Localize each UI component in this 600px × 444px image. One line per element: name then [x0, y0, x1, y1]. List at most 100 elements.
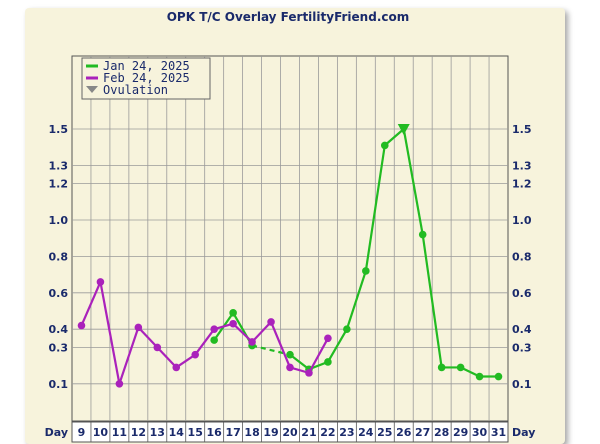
x-tick-label: 29 — [453, 426, 468, 439]
series-line-segment — [194, 328, 216, 356]
series-line-segment — [232, 322, 253, 343]
x-tick-label: 14 — [169, 426, 185, 439]
x-tick-label: 12 — [131, 426, 146, 439]
day-label-left: Day — [45, 426, 68, 439]
x-tick-label: 26 — [396, 426, 412, 439]
chart-title: OPK T/C Overlay FertilityFriend.com — [167, 10, 410, 24]
grid-lines — [72, 56, 508, 421]
series-line-segment — [270, 321, 292, 368]
legend-box — [81, 57, 211, 100]
data-point — [210, 336, 218, 344]
data-point — [172, 363, 181, 372]
chart-panel: OPK T/C Overlay FertilityFriend.com 0.1 0… — [25, 8, 565, 444]
data-point — [305, 369, 313, 377]
opk-chart: OPK T/C Overlay FertilityFriend.com 0.1 0… — [45, 10, 535, 443]
series-line-segment — [326, 328, 348, 363]
y-tick-label-left: 0.3 — [49, 341, 69, 354]
series-line-segment — [345, 270, 367, 330]
series-line-segment — [421, 234, 443, 368]
series-line-segment — [364, 145, 386, 272]
y-tick-label-left: 1.0 — [49, 214, 69, 227]
y-tick-label-left: 0.6 — [49, 287, 69, 300]
x-tick-label: 21 — [301, 426, 316, 439]
series-line-segment — [251, 321, 272, 343]
data-point — [456, 363, 465, 372]
legend-ovulation-icon — [86, 86, 98, 93]
x-tick-label: 9 — [78, 426, 86, 439]
series-line-segment — [289, 353, 310, 371]
series-line-segment — [137, 326, 159, 349]
y-axis-right: 0.1 0.3 0.4 0.6 0.8 1.0 1.2 1.3 1.5 — [512, 123, 532, 391]
x-tick-label: 10 — [93, 426, 109, 439]
x-tick-label: 11 — [112, 426, 127, 439]
series-line-segment — [80, 281, 102, 326]
data-point — [134, 323, 143, 332]
series-line-segment — [175, 353, 196, 369]
data-point — [153, 343, 162, 352]
x-tick-label: 23 — [339, 426, 354, 439]
legend-entry: Jan 24, 2025 — [103, 59, 190, 73]
x-tick-label: 27 — [415, 426, 430, 439]
series-line-segment — [402, 128, 424, 235]
y-tick-label-left: 0.1 — [49, 378, 69, 391]
x-tick-label: 28 — [434, 426, 449, 439]
y-tick-label-right: 1.3 — [512, 159, 532, 172]
x-tick-label: 16 — [207, 426, 223, 439]
y-tick-label-right: 0.6 — [512, 287, 532, 300]
data-point — [286, 363, 294, 372]
data-point — [229, 309, 237, 317]
data-point — [475, 372, 484, 381]
data-point — [286, 350, 294, 359]
data-point — [191, 350, 200, 359]
data-point — [494, 372, 503, 381]
y-tick-label-left: 0.4 — [49, 323, 69, 336]
x-tick-label: 30 — [472, 426, 488, 439]
day-label-right: Day — [512, 426, 535, 439]
x-tick-label: 17 — [225, 426, 240, 439]
x-tick-label: 25 — [377, 426, 392, 439]
series-line-segment — [99, 281, 121, 385]
y-tick-label-left: 0.8 — [49, 250, 69, 263]
y-tick-label-right: 1.5 — [512, 123, 532, 136]
series-line-segment — [118, 327, 140, 385]
data-point — [115, 380, 124, 388]
day-row-box — [71, 421, 509, 443]
x-tick-label: 20 — [282, 426, 298, 439]
data-point — [324, 358, 332, 366]
x-tick-label: 24 — [358, 426, 374, 439]
y-tick-label-right: 0.4 — [512, 323, 532, 336]
data-point — [418, 230, 427, 239]
data-point — [324, 334, 332, 343]
series-layer — [77, 124, 503, 388]
series-line-segment — [251, 344, 291, 356]
data-point — [77, 321, 86, 330]
plot-frame — [71, 55, 509, 422]
x-tick-label: 22 — [320, 426, 335, 439]
x-tick-label: 18 — [244, 426, 259, 439]
data-point — [380, 141, 389, 150]
series-group — [77, 278, 332, 388]
data-point — [96, 278, 105, 286]
x-tick-label: 15 — [188, 426, 203, 439]
x-tick-label: 31 — [491, 426, 506, 439]
x-tick-label: 19 — [263, 426, 278, 439]
data-point — [362, 267, 370, 275]
data-point — [210, 325, 218, 334]
y-tick-label-right: 0.3 — [512, 341, 532, 354]
y-tick-label-left: 1.3 — [49, 159, 69, 172]
data-point — [248, 338, 256, 346]
series-line-segment — [307, 337, 329, 374]
y-tick-label-right: 1.0 — [512, 214, 532, 227]
ovulation-marker — [397, 124, 410, 135]
data-point — [267, 318, 275, 326]
y-tick-label-right: 0.8 — [512, 250, 532, 263]
y-tick-label-left: 1.5 — [49, 123, 69, 136]
legend-entry-ovulation: Ovulation — [103, 83, 168, 97]
data-point — [343, 325, 351, 334]
data-point — [437, 363, 446, 372]
y-axis-left: 0.1 0.3 0.4 0.6 0.8 1.0 1.2 1.3 1.5 — [49, 123, 69, 391]
series-line-segment — [384, 128, 405, 147]
x-tick-label: 13 — [150, 426, 165, 439]
